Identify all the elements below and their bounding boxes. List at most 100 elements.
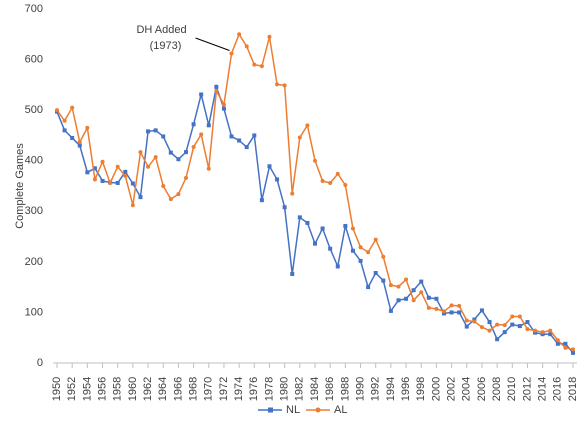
point: [244, 44, 249, 49]
point: [100, 178, 105, 183]
point: [146, 129, 151, 134]
x-tick-label: 2008: [491, 377, 503, 401]
point: [487, 320, 492, 325]
point: [115, 180, 120, 185]
point: [517, 314, 522, 319]
point: [464, 324, 469, 329]
point: [191, 145, 196, 150]
point: [571, 347, 575, 352]
x-tick-label: 1980: [279, 377, 291, 401]
x-tick-label: 1974: [233, 377, 245, 401]
point: [540, 332, 545, 337]
annotation-arrow: [195, 37, 230, 51]
point: [479, 308, 484, 313]
point: [252, 133, 257, 138]
annotation-text: (1973): [150, 40, 182, 52]
x-tick-label: 1964: [157, 377, 169, 401]
point: [502, 330, 507, 335]
x-tick-label: 1986: [324, 377, 336, 401]
point: [55, 108, 59, 113]
point: [77, 143, 82, 148]
x-tick-label: 1988: [339, 377, 351, 401]
point: [510, 322, 515, 327]
point: [517, 324, 522, 329]
x-tick-label: 2018: [567, 377, 579, 401]
x-tick-label: 1970: [203, 377, 215, 401]
point: [555, 338, 560, 343]
legend-marker: [315, 407, 321, 413]
point: [434, 306, 439, 311]
point: [191, 122, 196, 127]
series-line: [56, 32, 574, 351]
point: [533, 330, 538, 335]
point: [297, 215, 302, 220]
point: [571, 350, 575, 355]
point: [168, 150, 173, 155]
point: [70, 135, 75, 140]
point: [92, 177, 97, 182]
point: [373, 237, 378, 242]
point: [358, 258, 363, 263]
x-tick-label: 1984: [309, 377, 321, 401]
x-tick-label: 1950: [51, 377, 63, 401]
x-tick-label: 2012: [521, 377, 533, 401]
point: [237, 138, 242, 143]
point: [350, 248, 355, 253]
y-tick-label: 400: [25, 155, 43, 167]
point: [320, 178, 325, 183]
x-tick-label: 2016: [552, 377, 564, 401]
point: [138, 150, 143, 155]
x-tick-label: 1990: [354, 377, 366, 401]
point: [343, 223, 348, 228]
point: [442, 311, 446, 316]
point: [464, 318, 469, 323]
point: [396, 298, 401, 303]
point: [548, 328, 553, 333]
point: [214, 88, 219, 93]
point: [130, 203, 135, 208]
series-line: [56, 84, 574, 354]
point: [404, 296, 409, 301]
point: [388, 283, 393, 288]
point: [115, 164, 120, 169]
point: [495, 322, 500, 327]
point: [206, 166, 211, 171]
point: [457, 303, 462, 308]
x-tick-label: 2004: [461, 377, 473, 401]
point: [108, 180, 113, 185]
y-axis-label: Complete Games: [14, 143, 26, 229]
x-tick-label: 1962: [142, 377, 154, 401]
y-tick-label: 600: [25, 53, 43, 65]
point: [419, 290, 424, 295]
point: [123, 169, 128, 174]
point: [70, 105, 75, 110]
x-tick-label: 2014: [537, 377, 549, 401]
point: [411, 298, 416, 303]
point: [320, 226, 325, 231]
x-tick-label: 1954: [81, 377, 93, 401]
point: [404, 277, 409, 282]
point: [138, 195, 143, 200]
point: [472, 319, 477, 324]
point: [305, 123, 310, 128]
x-tick-label: 1998: [415, 377, 427, 401]
point: [533, 328, 538, 333]
point: [350, 226, 355, 231]
point: [275, 82, 280, 87]
x-tick-label: 1966: [172, 377, 184, 401]
y-tick-label: 500: [25, 104, 43, 116]
point: [259, 64, 264, 69]
point: [244, 145, 249, 150]
point: [563, 345, 568, 350]
point: [563, 341, 568, 346]
point: [282, 83, 287, 88]
annotation-text: DH Added: [136, 24, 186, 36]
x-tick-label: 1992: [370, 377, 382, 401]
point: [199, 132, 204, 137]
x-tick-label: 2000: [430, 377, 442, 401]
point: [153, 155, 158, 160]
point: [381, 278, 386, 283]
point: [161, 134, 166, 139]
point: [366, 285, 371, 290]
